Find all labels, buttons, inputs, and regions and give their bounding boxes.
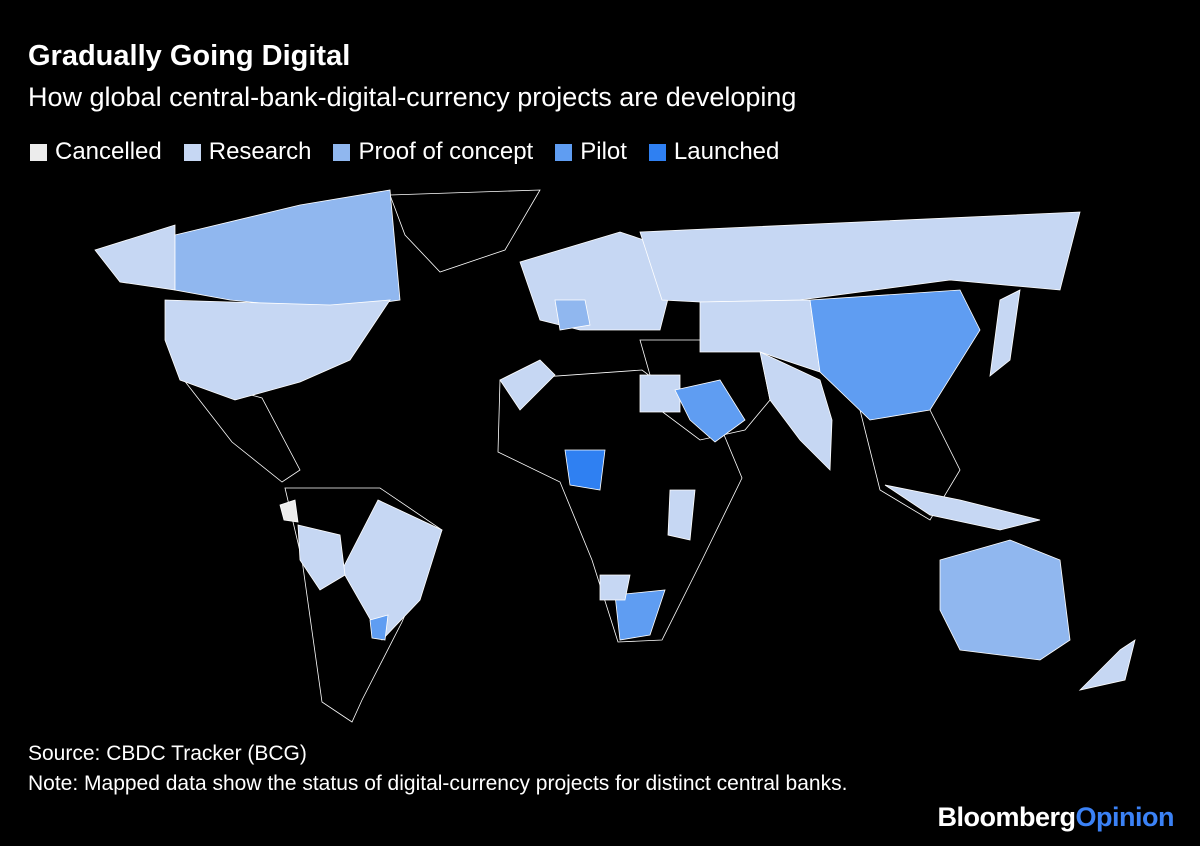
logo: BloombergOpinion: [938, 802, 1175, 833]
legend-item: Proof of concept: [333, 138, 533, 166]
legend-label: Launched: [673, 138, 780, 165]
country-area: [369, 614, 389, 641]
country-area: [1078, 639, 1136, 691]
country-area: [341, 499, 443, 641]
country-area: [94, 224, 176, 291]
country-area: [939, 539, 1071, 661]
country-area: [639, 374, 681, 413]
country-area: [174, 189, 401, 311]
legend-label: Pilot: [580, 138, 627, 165]
country-area: [699, 299, 821, 373]
country-area: [564, 449, 606, 491]
country-area: [667, 489, 696, 541]
country-area: [499, 359, 556, 411]
legend-label: Proof of concept: [358, 138, 534, 165]
legend-swatch: [648, 143, 666, 161]
legend-item: Cancelled: [30, 138, 162, 166]
legend-item: Pilot: [555, 138, 627, 166]
logo-main: Bloomberg: [937, 802, 1077, 832]
country-area: [674, 379, 746, 443]
country-area: [759, 351, 833, 471]
logo-accent: Opinion: [1075, 802, 1175, 832]
note: Note: Mapped data show the status of dig…: [28, 772, 848, 795]
subtitle: How global central-bank-digital-currency…: [28, 82, 797, 112]
country-area: [639, 211, 1081, 303]
greenland: [389, 189, 541, 273]
legend-label: Research: [208, 138, 312, 165]
country-area: [164, 299, 391, 401]
legend-item: Launched: [648, 138, 780, 166]
legend: Cancelled Research Proof of concept Pilot La…: [30, 138, 779, 166]
country-area: [614, 589, 666, 641]
legend-item: Research: [183, 138, 312, 166]
source: Source: CBDC Tracker (BCG): [28, 742, 307, 765]
legend-swatch: [555, 143, 573, 161]
legend-swatch: [333, 143, 351, 161]
country-area: [809, 289, 981, 421]
country-area: [599, 574, 631, 601]
country-area: [554, 299, 591, 331]
country-area: [884, 484, 1041, 531]
legend-label: Cancelled: [55, 138, 162, 165]
country-area: [279, 499, 299, 523]
country-area: [989, 289, 1021, 377]
country-area: [297, 524, 346, 591]
legend-swatch: [183, 143, 201, 161]
legend-swatch: [30, 143, 47, 161]
title: Gradually Going Digital: [28, 40, 351, 72]
